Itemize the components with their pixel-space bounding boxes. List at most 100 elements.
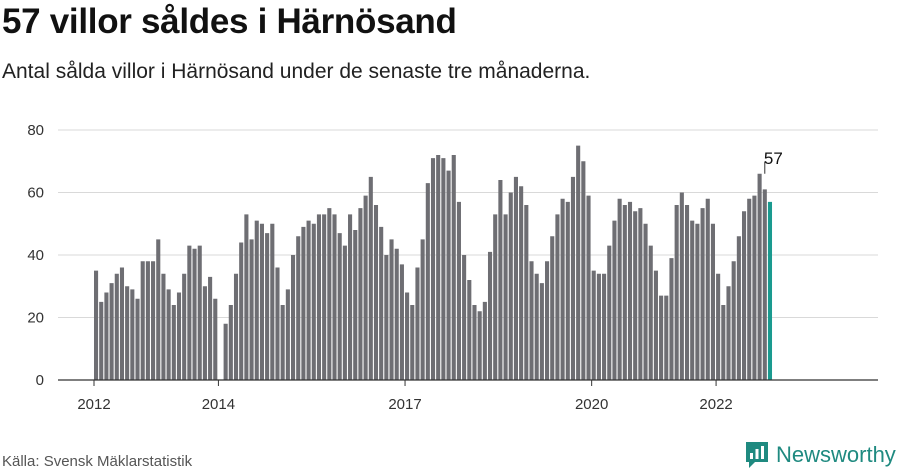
bar — [265, 233, 270, 381]
bar — [399, 264, 404, 381]
bar — [731, 261, 736, 380]
bar — [337, 233, 342, 381]
bar — [156, 239, 161, 381]
bar — [166, 289, 171, 381]
bar — [233, 273, 239, 380]
bar — [742, 211, 747, 380]
bar — [617, 198, 622, 380]
bar — [94, 270, 99, 381]
bar — [363, 195, 368, 381]
bar — [519, 186, 524, 380]
bar — [109, 283, 114, 381]
bar — [171, 305, 176, 380]
bar — [627, 201, 633, 381]
y-tick-label: 20 — [27, 310, 44, 327]
bar — [679, 192, 684, 380]
bar — [275, 267, 280, 380]
bar — [436, 155, 441, 380]
bar — [446, 170, 451, 381]
bar — [757, 173, 762, 380]
bar — [373, 205, 379, 380]
x-tick-label: 2012 — [77, 396, 110, 413]
bar — [394, 248, 399, 380]
y-axis-labels: 0 20 40 60 80 — [27, 122, 44, 389]
y-tick-label: 40 — [27, 247, 44, 264]
bar — [633, 211, 638, 380]
bar — [508, 192, 513, 380]
bar — [348, 214, 353, 381]
bar — [389, 239, 394, 381]
bar — [653, 270, 658, 381]
bar — [462, 255, 467, 380]
bar — [430, 158, 436, 381]
x-tick-label: 2022 — [699, 396, 732, 413]
x-tick-label: 2014 — [202, 396, 235, 413]
bar — [415, 267, 420, 380]
bar — [425, 183, 430, 381]
bar — [498, 180, 503, 380]
bar — [659, 295, 664, 381]
bar — [249, 239, 254, 381]
bar — [125, 286, 130, 380]
bar — [565, 201, 570, 381]
bar-highlight — [767, 201, 773, 381]
bar — [726, 286, 731, 380]
bar — [208, 276, 213, 381]
bar — [684, 205, 690, 380]
bar — [648, 245, 653, 381]
y-tick-label: 0 — [36, 372, 44, 389]
bar — [405, 292, 410, 380]
bar — [104, 292, 109, 380]
y-tick-label: 80 — [27, 122, 44, 139]
bar — [534, 273, 539, 380]
x-axis-labels: 2012 2014 2017 2020 2022 — [77, 396, 732, 413]
bar — [467, 280, 472, 380]
bar — [358, 208, 363, 381]
bar — [716, 273, 721, 380]
brand-name: Newsworthy — [776, 442, 896, 467]
bar — [353, 230, 358, 380]
bar — [316, 214, 322, 381]
bar — [280, 305, 285, 380]
bar — [539, 283, 544, 381]
bar — [145, 261, 150, 380]
bar — [700, 208, 705, 381]
bar — [161, 273, 166, 380]
bar — [690, 220, 695, 381]
bar — [638, 208, 643, 381]
bar — [456, 201, 461, 381]
bar — [736, 236, 741, 380]
bar — [607, 245, 612, 381]
bar — [560, 198, 565, 380]
bar — [332, 214, 337, 381]
bar — [705, 198, 710, 380]
bar — [119, 267, 125, 380]
bar — [322, 214, 327, 381]
bar — [591, 270, 596, 381]
bar — [244, 214, 249, 381]
bar — [752, 195, 757, 381]
bar — [270, 223, 275, 380]
bar — [410, 305, 415, 380]
bar — [643, 223, 648, 380]
bar — [290, 255, 296, 380]
brand-logo: Newsworthy — [744, 440, 896, 470]
bar — [202, 286, 207, 380]
bar — [721, 305, 726, 380]
bar — [612, 220, 617, 381]
bar — [228, 305, 233, 380]
bar — [254, 220, 259, 381]
bar — [197, 245, 202, 381]
bar — [384, 255, 389, 380]
bar — [477, 311, 482, 380]
bar — [296, 236, 301, 380]
bar — [176, 292, 182, 380]
bars — [94, 145, 773, 381]
bar — [130, 289, 135, 381]
bar — [187, 245, 192, 381]
bar — [182, 273, 187, 380]
bar — [513, 176, 518, 381]
bar — [487, 251, 493, 381]
source-note: Källa: Svensk Mäklarstatistik — [2, 453, 193, 470]
bar — [555, 214, 560, 381]
